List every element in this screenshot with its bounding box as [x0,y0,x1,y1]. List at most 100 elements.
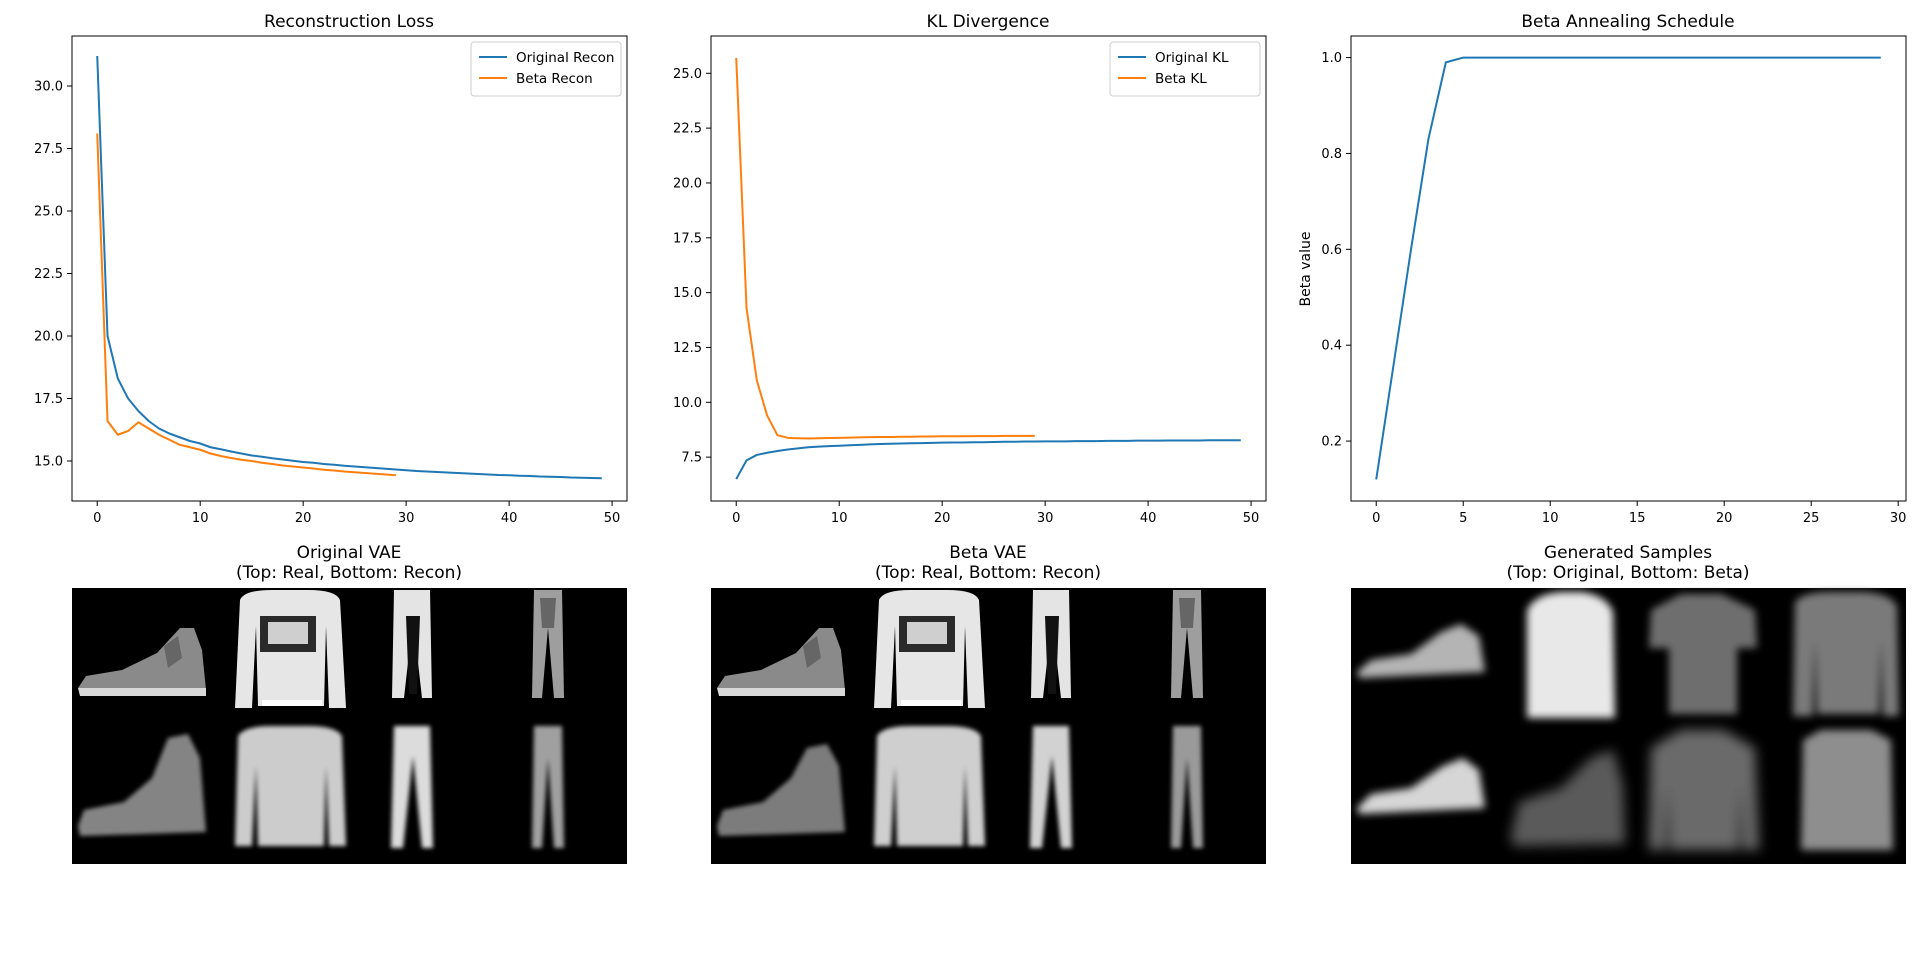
series-line-0 [1375,56,1881,480]
plot-area: 0 10 20 30 40 50 7.5 10.0 12.5 15.0 17.5 20.0 22.5 25… [673,35,1267,526]
image-title-line2: (Top: Real, Bottom: Recon) [236,563,462,583]
y-tick-label: 25.0 [34,205,63,220]
trousers-real-image [1031,590,1071,698]
y-tick-label: 0.4 [1321,339,1342,354]
series-line-0 [735,439,1241,480]
x-tick-label: 15 [1629,511,1646,526]
trousers-recon-image-2 [532,726,564,848]
y-tick-label: 17.5 [34,392,63,407]
image-panel-original-vae: Original VAE (Top: Real, Bottom: Recon) [72,543,627,864]
image-title-line2: (Top: Real, Bottom: Recon) [875,563,1101,583]
ankle-boot-recon-image [717,744,845,836]
chart-kl-divergence: KL Divergence 0 10 20 30 40 50 7.5 10.0 12.5 15.0… [673,12,1267,526]
chart-beta-annealing: Beta Annealing Schedule Beta value 0 5 10 1… [1298,12,1907,526]
x-tick-label: 0 [1372,511,1380,526]
y-tick-label: 15.0 [673,286,702,301]
generated-jacket-image [1649,730,1759,850]
plot-area: 0 5 10 15 20 25 30 0.2 0.4 0.6 0.8 1.0 [1321,35,1907,526]
axes-frame [71,35,628,502]
generated-sneaker-image-2 [1357,758,1485,814]
y-tick-label: 27.5 [34,142,63,157]
trousers-recon-image [1030,726,1072,848]
generated-pullover-image [1793,592,1899,716]
trousers-recon-image-2 [1171,726,1203,848]
pullover-recon-image [235,726,346,846]
x-tick-label: 30 [1890,511,1907,526]
legend-label: Beta KL [1155,71,1207,87]
generated-shirt-image-2 [1801,730,1893,850]
x-tick-label: 10 [1542,511,1559,526]
y-tick-label: 15.0 [34,455,63,470]
x-tick-label: 40 [1140,511,1157,526]
plot-area: 0 10 20 30 40 50 15.0 17.5 20.0 22.5 25.0 27.5 30.0 O… [34,35,628,526]
image-title-line1: Generated Samples [1544,543,1712,563]
axes-frame [710,35,1267,502]
y-tick-label: 22.5 [673,122,702,137]
y-tick-label: 25.0 [673,67,702,82]
generated-shirt-image [1527,592,1615,718]
pullover-recon-image [874,726,985,846]
chart-reconstruction-loss: Reconstruction Loss 0 10 20 30 40 50 15.0 17.5 2… [34,12,628,526]
x-tick-label: 10 [192,511,209,526]
x-tick-label: 25 [1803,511,1820,526]
trousers-real-image-2 [1171,590,1203,698]
y-axis-label: Beta value [1298,232,1314,307]
sneaker-real-image [717,628,845,696]
y-tick-label: 1.0 [1321,51,1342,66]
y-tick-label: 10.0 [673,396,702,411]
image-grid [72,588,627,864]
y-tick-label: 0.6 [1321,243,1342,258]
x-tick-label: 50 [1243,511,1260,526]
series-line-1 [735,57,1035,440]
x-tick-label: 5 [1459,511,1467,526]
chart-title: Reconstruction Loss [264,12,434,32]
legend: Original KL Beta KL [1109,41,1261,97]
legend-label: Beta Recon [516,71,593,87]
sneaker-real-image [78,628,206,696]
chart-title: KL Divergence [927,12,1050,32]
generated-boot-image [1511,750,1625,846]
legend-label: Original Recon [516,50,614,66]
y-tick-label: 17.5 [673,231,702,246]
series-line-0 [96,55,602,480]
legend-box [1109,41,1261,97]
trousers-recon-image [391,726,433,848]
image-title-line1: Beta VAE [949,543,1027,563]
trousers-real-image-2 [532,590,564,698]
x-tick-label: 10 [831,511,848,526]
x-tick-label: 40 [501,511,518,526]
y-tick-label: 0.8 [1321,147,1342,162]
sweater-real-image [874,590,985,708]
axes-frame [1350,35,1907,502]
x-tick-label: 30 [1037,511,1054,526]
x-tick-label: 20 [295,511,312,526]
image-panel-beta-vae: Beta VAE (Top: Real, Bottom: Recon) [711,543,1266,864]
y-tick-label: 20.0 [673,176,702,191]
y-tick-label: 30.0 [34,80,63,95]
ankle-boot-recon-image [78,734,206,836]
x-tick-label: 50 [604,511,621,526]
image-grid [1351,588,1906,864]
x-tick-label: 0 [93,511,101,526]
generated-sneaker-image [1357,624,1485,678]
legend-box [470,41,622,97]
y-tick-label: 22.5 [34,267,63,282]
legend-label: Original KL [1155,50,1229,66]
image-grid [711,588,1266,864]
y-tick-label: 20.0 [34,330,63,345]
image-title-line2: (Top: Original, Bottom: Beta) [1506,563,1749,583]
y-tick-label: 0.2 [1321,435,1342,450]
image-panel-generated-samples: Generated Samples (Top: Original, Bottom… [1351,543,1906,864]
legend: Original Recon Beta Recon [470,41,622,97]
y-tick-label: 7.5 [681,451,702,466]
trousers-real-image [392,590,432,698]
generated-tshirt-image [1649,594,1757,714]
x-tick-label: 30 [398,511,415,526]
y-tick-label: 12.5 [673,341,702,356]
chart-title: Beta Annealing Schedule [1521,12,1734,32]
sweater-real-image [235,590,346,708]
x-tick-label: 0 [732,511,740,526]
image-title-line1: Original VAE [297,543,402,563]
x-tick-label: 20 [934,511,951,526]
